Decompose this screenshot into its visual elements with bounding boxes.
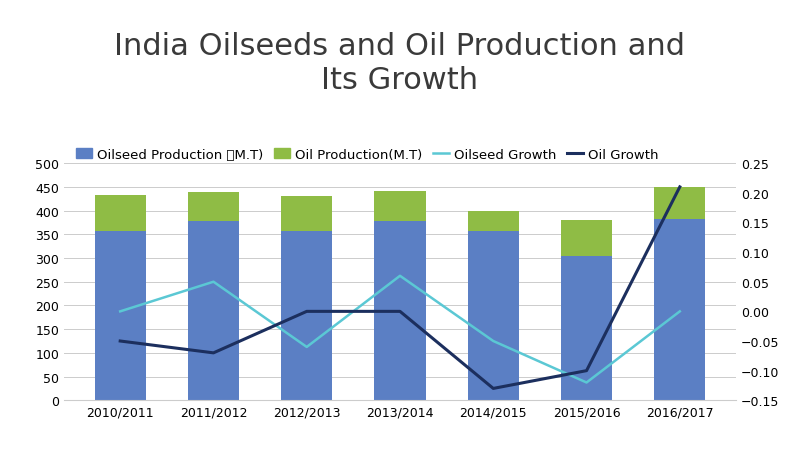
Oilseed Growth xyxy=(489,339,498,344)
Legend: Oilseed Production （M.T), Oil Production(M.T), Oilseed Growth, Oil Growth: Oilseed Production （M.T), Oil Production… xyxy=(70,143,664,167)
Oil Growth xyxy=(489,386,498,391)
Bar xyxy=(374,192,426,222)
Bar xyxy=(281,197,332,232)
Bar xyxy=(94,196,146,232)
Oilseed Growth xyxy=(582,380,591,385)
Bar xyxy=(188,222,239,400)
Bar xyxy=(654,219,706,400)
Oil Growth xyxy=(115,339,125,344)
Oilseed Growth xyxy=(395,273,405,279)
Bar xyxy=(468,211,519,232)
Oil Growth xyxy=(209,350,218,356)
Bar xyxy=(654,187,706,219)
Oil Growth xyxy=(675,185,685,190)
Oilseed Growth xyxy=(675,309,685,314)
Oilseed Growth xyxy=(209,279,218,285)
Oilseed Growth xyxy=(115,309,125,314)
Oil Growth xyxy=(582,368,591,374)
Bar xyxy=(94,232,146,400)
Line: Oil Growth: Oil Growth xyxy=(120,187,680,389)
Bar xyxy=(561,221,612,256)
Oil Growth xyxy=(395,309,405,314)
Line: Oilseed Growth: Oilseed Growth xyxy=(120,276,680,383)
Bar xyxy=(561,256,612,400)
Text: India Oilseeds and Oil Production and
Its Growth: India Oilseeds and Oil Production and It… xyxy=(114,32,686,94)
Oilseed Growth xyxy=(302,344,311,350)
Bar xyxy=(281,232,332,400)
Bar xyxy=(374,222,426,400)
Bar xyxy=(188,192,239,222)
Oil Growth xyxy=(302,309,311,314)
Bar xyxy=(468,232,519,400)
